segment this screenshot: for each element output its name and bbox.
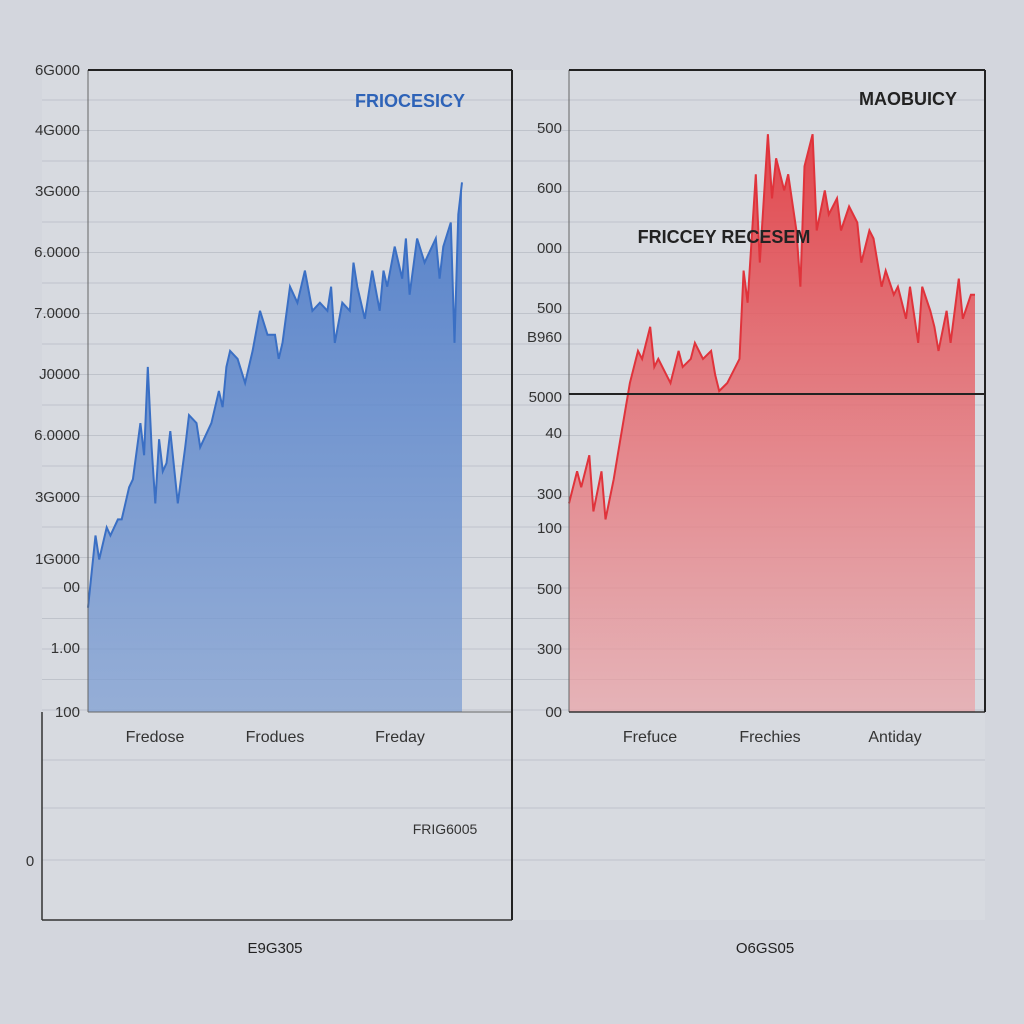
right-y-tick-label: 40 [545,425,562,442]
left-y-tick-label: 3G000 [35,183,80,200]
right-y-tick-label: 500 [537,581,562,598]
left-panel: 6G000 4G000 3G000 6.0000 7.0000 J0000 6.0000 3G… [26,62,512,957]
left-y-tick-label: 1G000 [35,551,80,568]
right-y-tick-labels: 500 600 000 500 B960 5000 40 300 100 500 300 00 [527,120,562,721]
right-y-tick-label: 300 [537,486,562,503]
right-y-tick-label: 600 [537,180,562,197]
left-y-tick-label: 00 [63,579,80,596]
left-x-tick-label: Fredose [126,729,185,746]
left-x-tick-label: Freday [375,729,425,746]
left-y-tick-labels: 6G000 4G000 3G000 6.0000 7.0000 J0000 6.0000 3G… [34,62,80,721]
right-x-tick-labels: Frefuce Frechies Antiday [623,729,922,746]
right-footer-label: O6GS05 [736,940,794,957]
left-y-tick-label: 6.0000 [34,427,80,444]
left-y-tick-label: 4G000 [35,122,80,139]
right-x-tick-label: Antiday [868,729,921,746]
right-y-tick-label: 500 [537,120,562,137]
right-y-tick-label: 100 [537,520,562,537]
left-footer-label: E9G305 [247,940,302,957]
left-x-tick-labels: Fredose Frodues Freday [126,729,425,746]
right-y-tick-label: 500 [537,300,562,317]
right-y-tick-label: B960 [527,329,562,346]
left-series-area [88,182,462,712]
right-x-tick-label: Frefuce [623,729,677,746]
right-series-line [568,133,975,520]
right-y-tick-label: 300 [537,641,562,658]
left-y-tick-label: 6G000 [35,62,80,79]
left-lower-y-tick-label: 0 [26,853,34,870]
right-y-tick-label: 00 [545,704,562,721]
right-panel: 500 600 000 500 B960 5000 40 300 100 500 300 00 Fre… [511,69,986,957]
left-x-tick-label: Frodues [246,729,305,746]
right-y-tick-label: 5000 [529,389,562,406]
left-y-tick-label: J0000 [39,366,80,383]
right-chart-title: MAOBUICY [859,89,957,109]
left-y-tick-label: 100 [55,704,80,721]
right-chart-subtitle: FRICCEY RECESEM [638,227,811,247]
right-x-tick-label: Frechies [739,729,800,746]
left-series-line [87,182,463,608]
left-y-tick-label: 7.0000 [34,305,80,322]
left-y-tick-label: 6.0000 [34,244,80,261]
left-y-tick-label: 3G000 [35,489,80,506]
right-series-area [569,134,975,712]
left-annotation: FRIG6005 [413,821,478,837]
left-y-tick-label: 1.00 [51,640,80,657]
left-chart-title: FRIOCESICY [355,91,465,111]
right-y-tick-label: 000 [537,240,562,257]
